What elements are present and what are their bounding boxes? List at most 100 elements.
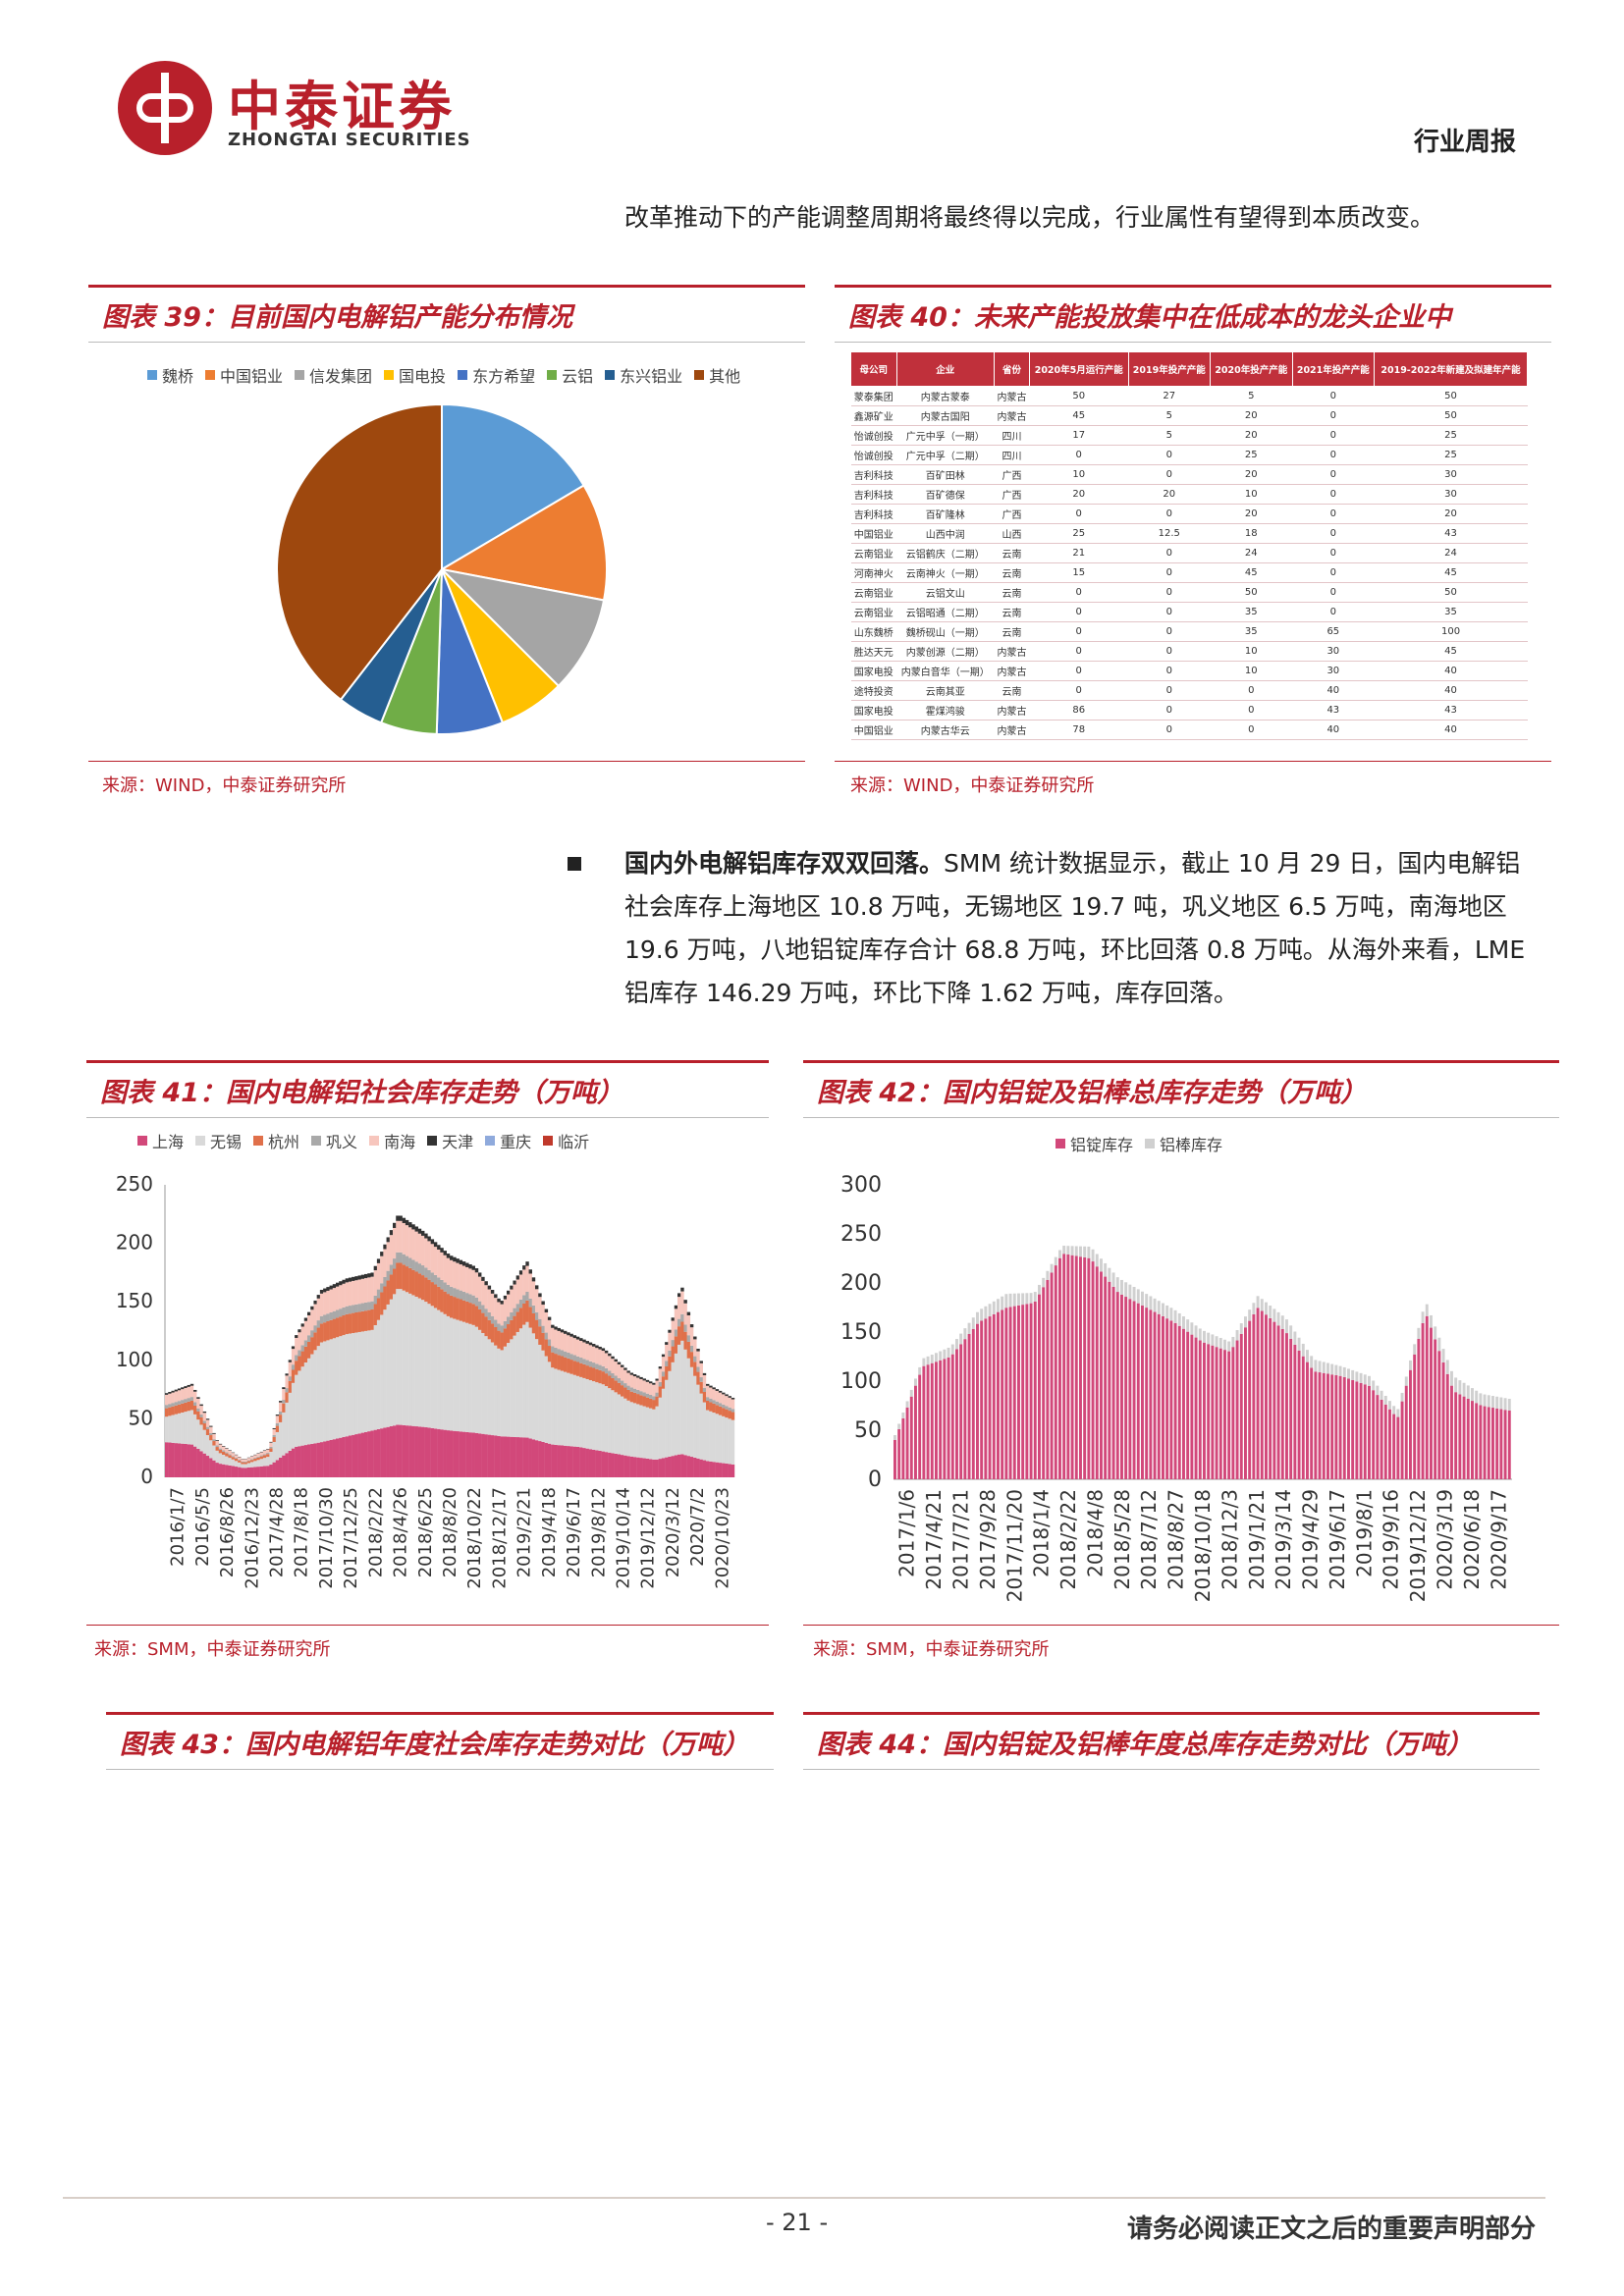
rod-bar: [1004, 1294, 1008, 1308]
area-segment: [427, 1304, 431, 1428]
table-cell: 25: [1374, 425, 1528, 446]
table-cell: 途特投资: [850, 680, 897, 701]
area-segment: [592, 1367, 596, 1382]
area-segment: [484, 1336, 488, 1435]
area-segment: [168, 1442, 172, 1477]
table-cell: 百矿田林: [896, 464, 995, 485]
area-segment: [313, 1443, 317, 1477]
table-cell: 40: [1374, 661, 1528, 681]
area-segment: [689, 1366, 694, 1458]
rod-bar: [1445, 1360, 1449, 1374]
area-segment: [614, 1453, 618, 1477]
pie-legend-swatch: [147, 370, 157, 380]
ingot-bar: [1227, 1351, 1231, 1479]
area-segment: [231, 1459, 236, 1467]
area-segment: [728, 1396, 731, 1398]
area-segment: [298, 1350, 301, 1357]
ingot-bar: [959, 1344, 963, 1479]
rod-bar: [1495, 1396, 1499, 1409]
table-cell: 17: [1029, 425, 1129, 446]
area-segment: [402, 1264, 406, 1291]
area-segment: [564, 1351, 568, 1358]
area-segment: [336, 1286, 340, 1310]
area-segment: [551, 1327, 555, 1347]
area-segment: [725, 1464, 729, 1477]
area-segment: [376, 1258, 381, 1263]
table-cell: 43: [1292, 700, 1375, 721]
rod-bar: [1203, 1330, 1206, 1343]
area-segment: [522, 1303, 526, 1325]
area-segment: [474, 1297, 479, 1307]
table-cell: 0: [1128, 720, 1211, 740]
area-segment: [225, 1456, 229, 1466]
area-segment: [396, 1252, 400, 1263]
area-segment: [674, 1305, 678, 1309]
fig39-divider: [88, 761, 805, 762]
x-tick-label: 2019/4/18: [539, 1487, 560, 1577]
y-tick-label: 150: [840, 1320, 882, 1345]
area-segment: [342, 1335, 346, 1437]
area-segment: [461, 1321, 466, 1432]
area-segment: [345, 1436, 350, 1477]
ingot-bar: [1091, 1261, 1095, 1479]
area-segment: [680, 1321, 684, 1341]
table-header-cell: 2021年投产产能: [1291, 351, 1376, 387]
area-segment: [731, 1464, 735, 1477]
rod-bar: [1120, 1279, 1123, 1295]
x-tick-label: 2020/9/17: [1487, 1489, 1510, 1590]
table-cell: 45: [1374, 562, 1528, 583]
rod-bar: [1111, 1272, 1115, 1287]
table-row: 吉利科技 百矿德保 广西 20 20 10 0 30: [850, 484, 1528, 505]
area-segment: [323, 1288, 327, 1293]
area-segment: [269, 1451, 273, 1466]
area-segment: [490, 1435, 495, 1477]
area-segment: [187, 1411, 190, 1445]
area-segment: [414, 1426, 418, 1477]
area-segment: [668, 1456, 672, 1477]
area-segment: [231, 1456, 236, 1458]
area-segment: [538, 1344, 542, 1442]
area-segment: [722, 1463, 726, 1477]
x-tick-label: 2019/9/16: [1380, 1489, 1403, 1590]
area-segment: [367, 1277, 371, 1303]
pie-legend-item: 其他: [694, 363, 740, 387]
x-tick-label: 2018/2/22: [365, 1487, 386, 1577]
area-segment: [231, 1453, 236, 1457]
area-segment: [450, 1317, 454, 1431]
table-cell: 广西: [994, 484, 1030, 505]
area-segment: [617, 1362, 622, 1364]
area-segment: [269, 1446, 273, 1449]
pie-legend-item: 中国铝业: [205, 363, 283, 387]
table-cell: 15: [1029, 562, 1129, 583]
area-segment: [507, 1290, 511, 1295]
table-cell: 内蒙古华云: [896, 720, 995, 740]
area-segment: [165, 1405, 169, 1409]
area-segment: [295, 1446, 298, 1477]
area-segment: [360, 1278, 365, 1304]
rod-bar: [1054, 1256, 1057, 1266]
area-segment: [427, 1269, 431, 1280]
area-segment: [222, 1451, 226, 1455]
rod-bar: [1475, 1390, 1479, 1404]
area-segment: [364, 1310, 368, 1331]
area-segment: [683, 1324, 687, 1332]
fig42-source: 来源：SMM，中泰证券研究所: [813, 1639, 1050, 1660]
area-segment: [668, 1356, 672, 1371]
area-segment: [246, 1460, 251, 1462]
rod-bar: [963, 1328, 967, 1340]
table-cell: 0: [1292, 484, 1375, 505]
area-segment: [336, 1282, 340, 1287]
x-tick-label: 2018/6/25: [415, 1487, 436, 1577]
table-cell: 27: [1128, 386, 1211, 406]
pie-legend-label: 其他: [709, 367, 741, 386]
rod-bar: [1421, 1311, 1425, 1323]
area-segment: [645, 1381, 650, 1394]
ingot-bar: [1239, 1333, 1243, 1479]
ingot-bar: [1136, 1303, 1140, 1479]
table-cell: 中国铝业: [850, 523, 897, 544]
area-segment: [450, 1295, 454, 1318]
table-cell: 5: [1210, 386, 1293, 406]
ingot-bar: [1421, 1322, 1425, 1479]
area-segment: [326, 1440, 330, 1477]
area-segment: [579, 1362, 583, 1377]
